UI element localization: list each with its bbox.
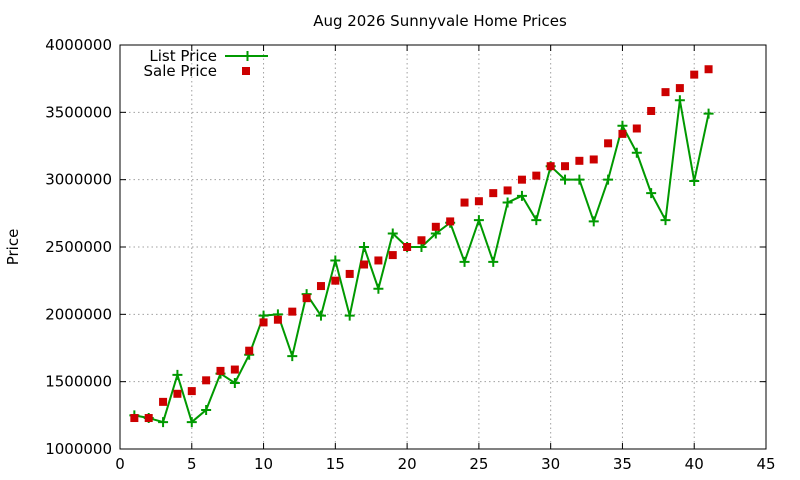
sale-price-point (259, 318, 268, 327)
sale-price-point (446, 217, 455, 226)
y-tick-label: 3000000 (45, 171, 112, 189)
list-price-point (287, 351, 298, 362)
sale-price-point (589, 155, 598, 164)
sale-price-point (517, 175, 526, 184)
x-tick-label: 15 (326, 455, 345, 473)
y-tick-label: 2500000 (45, 238, 112, 256)
list-price-point (459, 256, 470, 267)
list-price-point (359, 242, 370, 252)
sale-price-point (618, 129, 627, 138)
sale-price-point (130, 414, 139, 423)
legend-marker-sale-price (242, 67, 250, 75)
list-price-point (315, 310, 326, 321)
list-price-point (473, 215, 484, 226)
list-price-point (186, 417, 197, 428)
list-price-point (588, 216, 599, 227)
sale-price-point (604, 139, 613, 148)
sale-price-point (202, 376, 211, 385)
sale-price-point (460, 198, 469, 207)
list-price-point (574, 174, 585, 185)
list-price-point (560, 174, 571, 185)
sale-price-point (302, 294, 311, 303)
sale-price-point (230, 365, 239, 374)
x-tick-label: 40 (685, 455, 704, 473)
x-tick-label: 20 (398, 455, 417, 473)
list-price-point (158, 417, 169, 428)
x-tick-label: 0 (115, 455, 125, 473)
sale-price-point (374, 256, 383, 265)
list-price-point (516, 190, 527, 201)
x-tick-label: 10 (254, 455, 273, 473)
sale-price-point (675, 84, 684, 93)
sale-price-point (273, 315, 282, 324)
sale-price-point (288, 307, 297, 316)
sale-price-point (245, 346, 254, 355)
sale-price-point (316, 282, 325, 291)
legend: List Price Sale Price (144, 47, 268, 80)
list-price-point (387, 228, 398, 239)
list-price-point (646, 188, 657, 199)
sale-price-point (503, 186, 512, 195)
y-tick-label: 1000000 (45, 440, 112, 458)
legend-label-list-price: List Price (149, 47, 217, 65)
x-tick-label: 30 (541, 455, 560, 473)
x-tick-label: 45 (756, 455, 775, 473)
sale-price-point (173, 389, 182, 398)
tick-layer: 0 5 10 15 20 25 30 35 40 45 1000000 1500000 2000000 2… (45, 36, 775, 473)
sale-price-point (532, 171, 541, 180)
sale-price-point (403, 243, 412, 251)
sale-price-point (345, 269, 354, 278)
list-price-point (229, 378, 240, 389)
sale-price-point (561, 162, 570, 171)
list-price-point (531, 215, 542, 226)
y-tick-label: 2000000 (45, 305, 112, 323)
list-price-point (330, 255, 341, 266)
list-price-point (344, 310, 355, 321)
list-price-point (502, 197, 513, 208)
list-price-point (373, 283, 384, 294)
sale-price-point (431, 222, 440, 231)
x-tick-label: 35 (613, 455, 632, 473)
sale-price-point (575, 156, 584, 165)
series-layer (129, 65, 714, 428)
chart-title: Aug 2026 Sunnyvale Home Prices (313, 12, 567, 30)
list-price-point (703, 108, 714, 119)
sale-price-point (647, 106, 656, 115)
sale-price-point (474, 197, 483, 206)
x-tick-label: 5 (187, 455, 197, 473)
list-price-point (631, 147, 642, 158)
sale-price-point (632, 124, 641, 133)
sale-price-point (187, 387, 196, 396)
sale-price-point (690, 70, 699, 79)
sale-price-point (489, 189, 498, 198)
y-tick-label: 1500000 (45, 373, 112, 391)
sale-price-point (144, 414, 153, 423)
legend-marker-list-price (242, 51, 253, 61)
sale-price-point (417, 236, 426, 245)
sale-price-point (546, 162, 555, 171)
list-price-point (674, 95, 685, 106)
sale-price-point (360, 260, 369, 269)
list-price-point (617, 120, 628, 131)
list-price-point (488, 256, 499, 267)
x-tick-label: 25 (469, 455, 488, 473)
y-tick-label: 4000000 (45, 36, 112, 54)
list-price-point (689, 176, 700, 187)
sale-price-point (661, 88, 670, 97)
list-price-point (603, 174, 614, 185)
sale-price-point (331, 276, 340, 285)
y-axis-label: Price (4, 229, 22, 266)
y-tick-label: 3500000 (45, 103, 112, 121)
sale-price-point (704, 65, 713, 74)
grid-layer (120, 45, 766, 449)
legend-label-sale-price: Sale Price (144, 62, 217, 80)
list-price-point (660, 215, 671, 226)
list-price-point (172, 369, 183, 380)
sale-price-point (159, 397, 168, 406)
sale-price-point (388, 251, 397, 260)
sale-price-point (216, 366, 225, 375)
list-price-point (201, 404, 212, 415)
